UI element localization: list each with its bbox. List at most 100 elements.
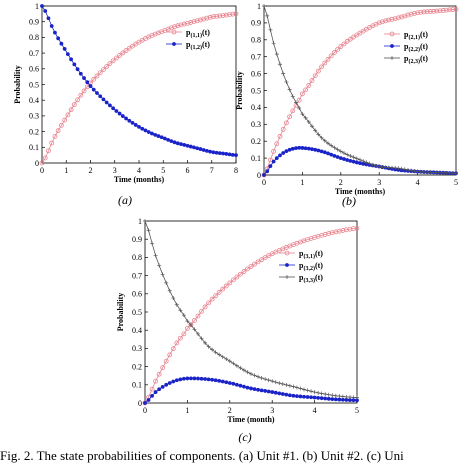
data-point <box>303 115 308 120</box>
y-tick-label: 0.4 <box>29 96 39 105</box>
data-point <box>447 7 453 13</box>
data-point <box>69 57 73 62</box>
data-point <box>409 168 414 173</box>
data-point <box>181 313 186 318</box>
y-tick-label: 0.5 <box>251 86 261 95</box>
data-point <box>259 388 264 393</box>
y-axis-label: Probability <box>13 65 22 104</box>
data-point <box>150 241 155 246</box>
x-tick-label: 4 <box>313 406 317 415</box>
x-tick-label: 3 <box>113 166 117 175</box>
data-point <box>185 319 190 324</box>
data-point <box>59 122 64 128</box>
y-tick-label: 0.8 <box>251 36 261 45</box>
data-point <box>332 145 337 150</box>
data-point <box>62 117 68 123</box>
data-point <box>71 102 77 108</box>
data-point <box>150 131 154 136</box>
data-point <box>220 354 225 359</box>
data-point <box>340 397 345 402</box>
data-point <box>210 14 216 20</box>
data-point <box>335 155 340 159</box>
data-point <box>191 19 197 24</box>
legend-entry: p(2,3)(t) <box>404 54 428 65</box>
data-point <box>440 8 446 13</box>
x-tick-label: 4 <box>137 166 141 175</box>
legend-marker <box>390 44 394 48</box>
data-point <box>319 391 324 396</box>
data-point <box>171 379 176 384</box>
y-tick-label: 0.8 <box>132 253 142 262</box>
data-point <box>101 67 106 72</box>
data-point <box>39 160 45 166</box>
data-point <box>261 172 267 178</box>
data-point <box>361 159 366 164</box>
data-point <box>302 394 306 399</box>
data-point <box>263 389 268 393</box>
data-point <box>386 17 392 23</box>
data-point <box>313 128 318 133</box>
data-point <box>351 395 356 400</box>
data-point <box>303 87 309 93</box>
legend-marker <box>285 263 289 267</box>
data-point <box>297 105 302 110</box>
x-tick-label: 1 <box>185 406 189 415</box>
data-point <box>97 70 103 76</box>
data-point <box>348 158 353 163</box>
data-point <box>361 161 366 166</box>
data-point <box>399 14 405 20</box>
data-point <box>347 226 353 232</box>
data-point <box>405 12 411 18</box>
data-point <box>287 383 292 388</box>
data-point <box>248 264 254 269</box>
data-point <box>49 140 55 146</box>
data-point <box>303 146 308 151</box>
data-point <box>270 390 275 394</box>
data-point <box>78 92 84 98</box>
data-point <box>333 397 338 402</box>
chart-panel-3: 0 0.1 0.2 0.3 0.4 0.5 0.6 0.7 0.8 0.9 1 0 1 2 3 4 5 Time … <box>116 217 360 444</box>
data-point <box>309 389 314 394</box>
legend-marker <box>390 56 394 60</box>
data-point <box>227 12 232 17</box>
data-point <box>175 23 181 29</box>
data-point <box>179 142 183 147</box>
x-tick-label: 1 <box>300 178 304 187</box>
data-point <box>223 12 229 18</box>
data-point <box>310 124 314 129</box>
data-point <box>160 384 165 389</box>
data-point <box>319 64 325 70</box>
data-point <box>328 53 334 59</box>
data-point <box>450 7 456 12</box>
data-point <box>326 396 331 401</box>
data-point <box>351 398 356 403</box>
data-point <box>374 163 378 168</box>
y-tick-label: 0.7 <box>251 53 261 62</box>
data-point <box>245 370 250 375</box>
data-point <box>335 47 341 52</box>
data-point <box>199 376 204 381</box>
data-point <box>268 164 273 169</box>
data-point <box>241 269 247 274</box>
data-point <box>167 381 172 385</box>
y-tick-label: 0.3 <box>132 344 142 353</box>
x-tick-label: 3 <box>377 178 381 187</box>
data-point <box>150 393 154 398</box>
x-tick-label: 5 <box>355 406 359 415</box>
data-point <box>331 50 337 55</box>
data-point <box>290 94 295 99</box>
data-point <box>399 166 404 171</box>
legend-entry: p(1,1)(t) <box>186 28 210 39</box>
data-point <box>142 400 148 406</box>
data-point <box>249 371 253 376</box>
data-point <box>309 78 315 83</box>
data-point <box>434 8 440 14</box>
x-axis-label: Time (months) <box>114 175 165 184</box>
data-point <box>188 144 193 149</box>
data-point <box>172 140 177 145</box>
data-point <box>185 20 190 26</box>
data-point <box>146 398 151 402</box>
series-line <box>144 220 358 398</box>
data-point <box>130 120 135 125</box>
data-point <box>210 377 215 382</box>
